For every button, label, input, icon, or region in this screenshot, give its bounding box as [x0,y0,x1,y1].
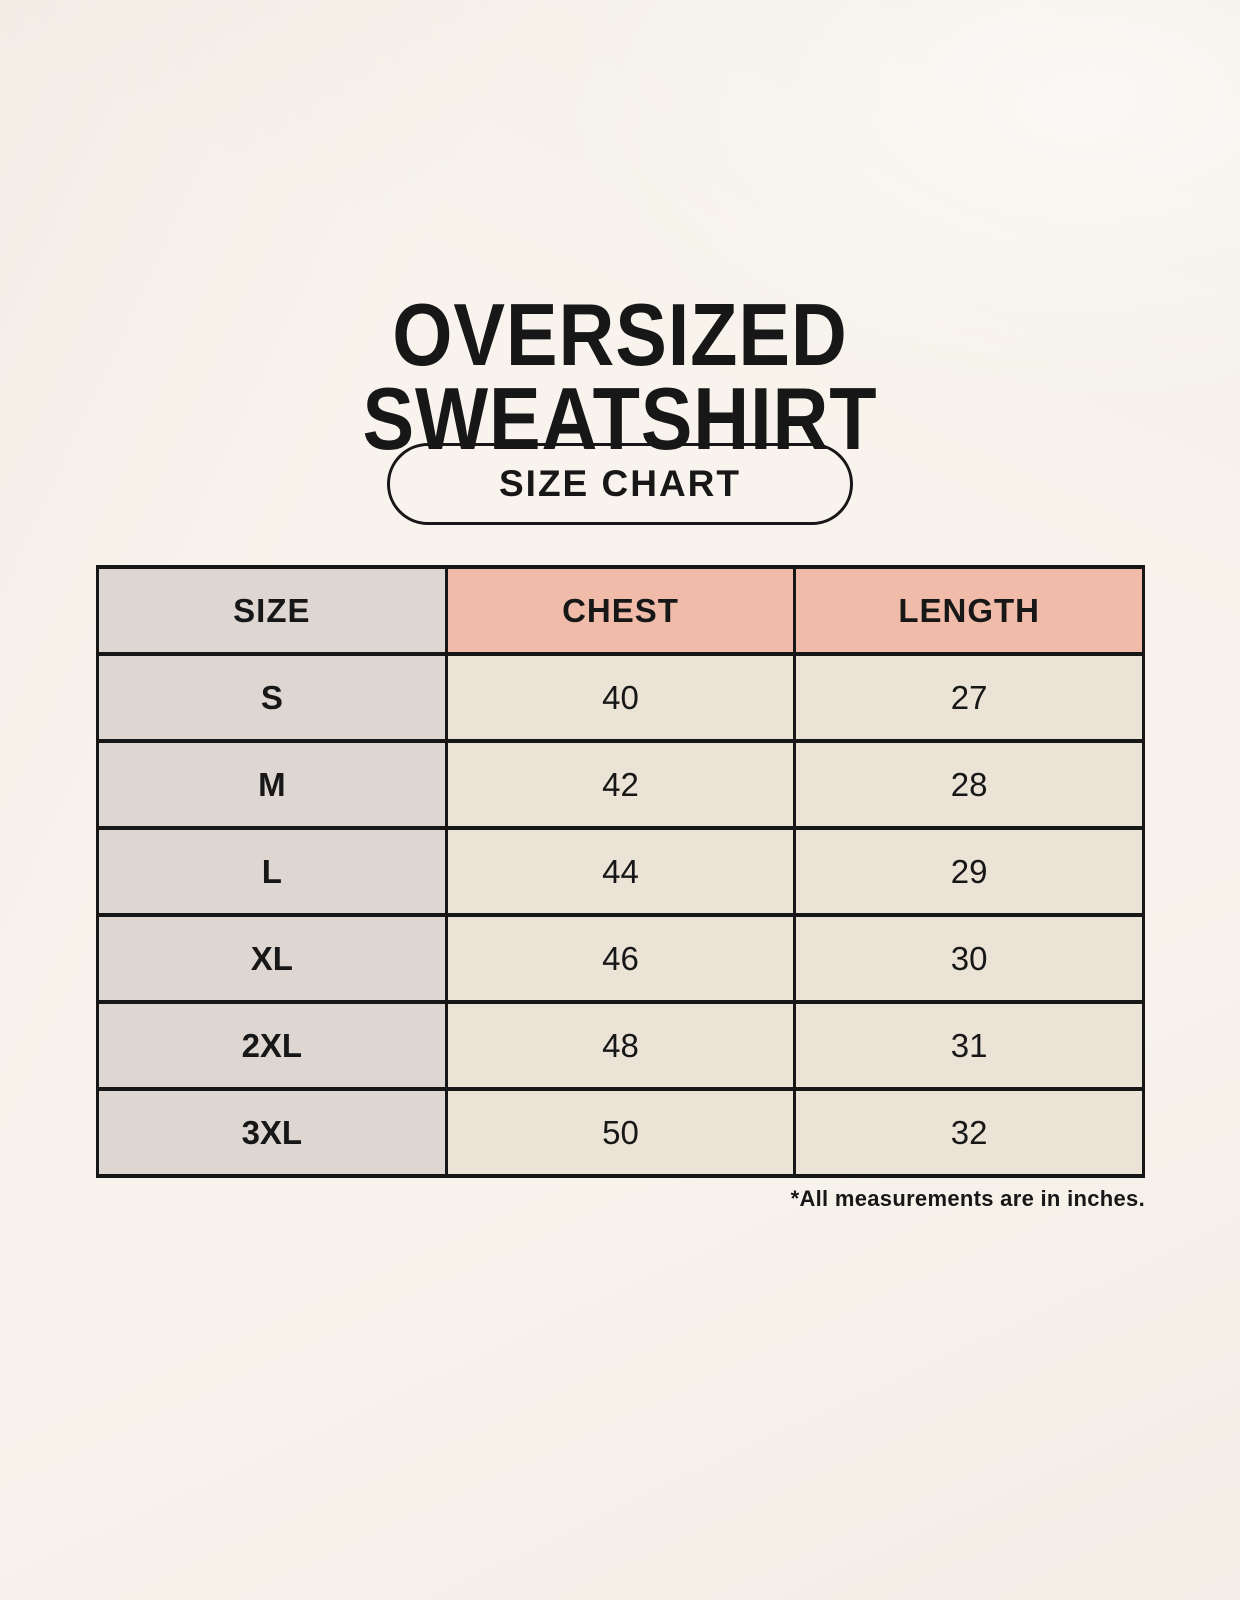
length-cell: 32 [793,1087,1145,1178]
table-row: S 40 27 [96,652,1145,743]
table-row: XL 46 30 [96,913,1145,1004]
chest-cell: 40 [444,652,797,743]
size-cell: L [96,826,448,917]
product-title-line-2: SWEATSHIRT [362,368,878,468]
table-row: L 44 29 [96,826,1145,917]
column-header-length: LENGTH [793,565,1145,656]
table-row: 3XL 50 32 [96,1087,1145,1178]
table-row: M 42 28 [96,739,1145,830]
chest-cell: 46 [444,913,797,1004]
chest-cell: 50 [444,1087,797,1178]
chest-cell: 44 [444,826,797,917]
product-title-line-1: OVERSIZED [392,284,848,384]
size-chart-badge-label: SIZE CHART [499,463,741,504]
size-cell: S [96,652,448,743]
length-cell: 31 [793,1000,1145,1091]
column-header-size: SIZE [96,565,448,656]
size-cell: M [96,739,448,830]
table-header-row: SIZE CHEST LENGTH [96,565,1145,656]
product-title: OVERSIZED SWEATSHIRT [74,290,1165,462]
size-chart-badge[interactable]: SIZE CHART [387,443,853,525]
length-cell: 28 [793,739,1145,830]
column-header-chest: CHEST [444,565,797,656]
length-cell: 27 [793,652,1145,743]
length-cell: 30 [793,913,1145,1004]
measurements-footnote: *All measurements are in inches. [790,1186,1145,1211]
size-cell: 3XL [96,1087,448,1178]
size-cell: 2XL [96,1000,448,1091]
chest-cell: 42 [444,739,797,830]
table-row: 2XL 48 31 [96,1000,1145,1091]
length-cell: 29 [793,826,1145,917]
chest-cell: 48 [444,1000,797,1091]
size-chart-table: SIZE CHEST LENGTH S 40 27 M 42 28 L 44 2… [96,565,1145,1178]
size-cell: XL [96,913,448,1004]
